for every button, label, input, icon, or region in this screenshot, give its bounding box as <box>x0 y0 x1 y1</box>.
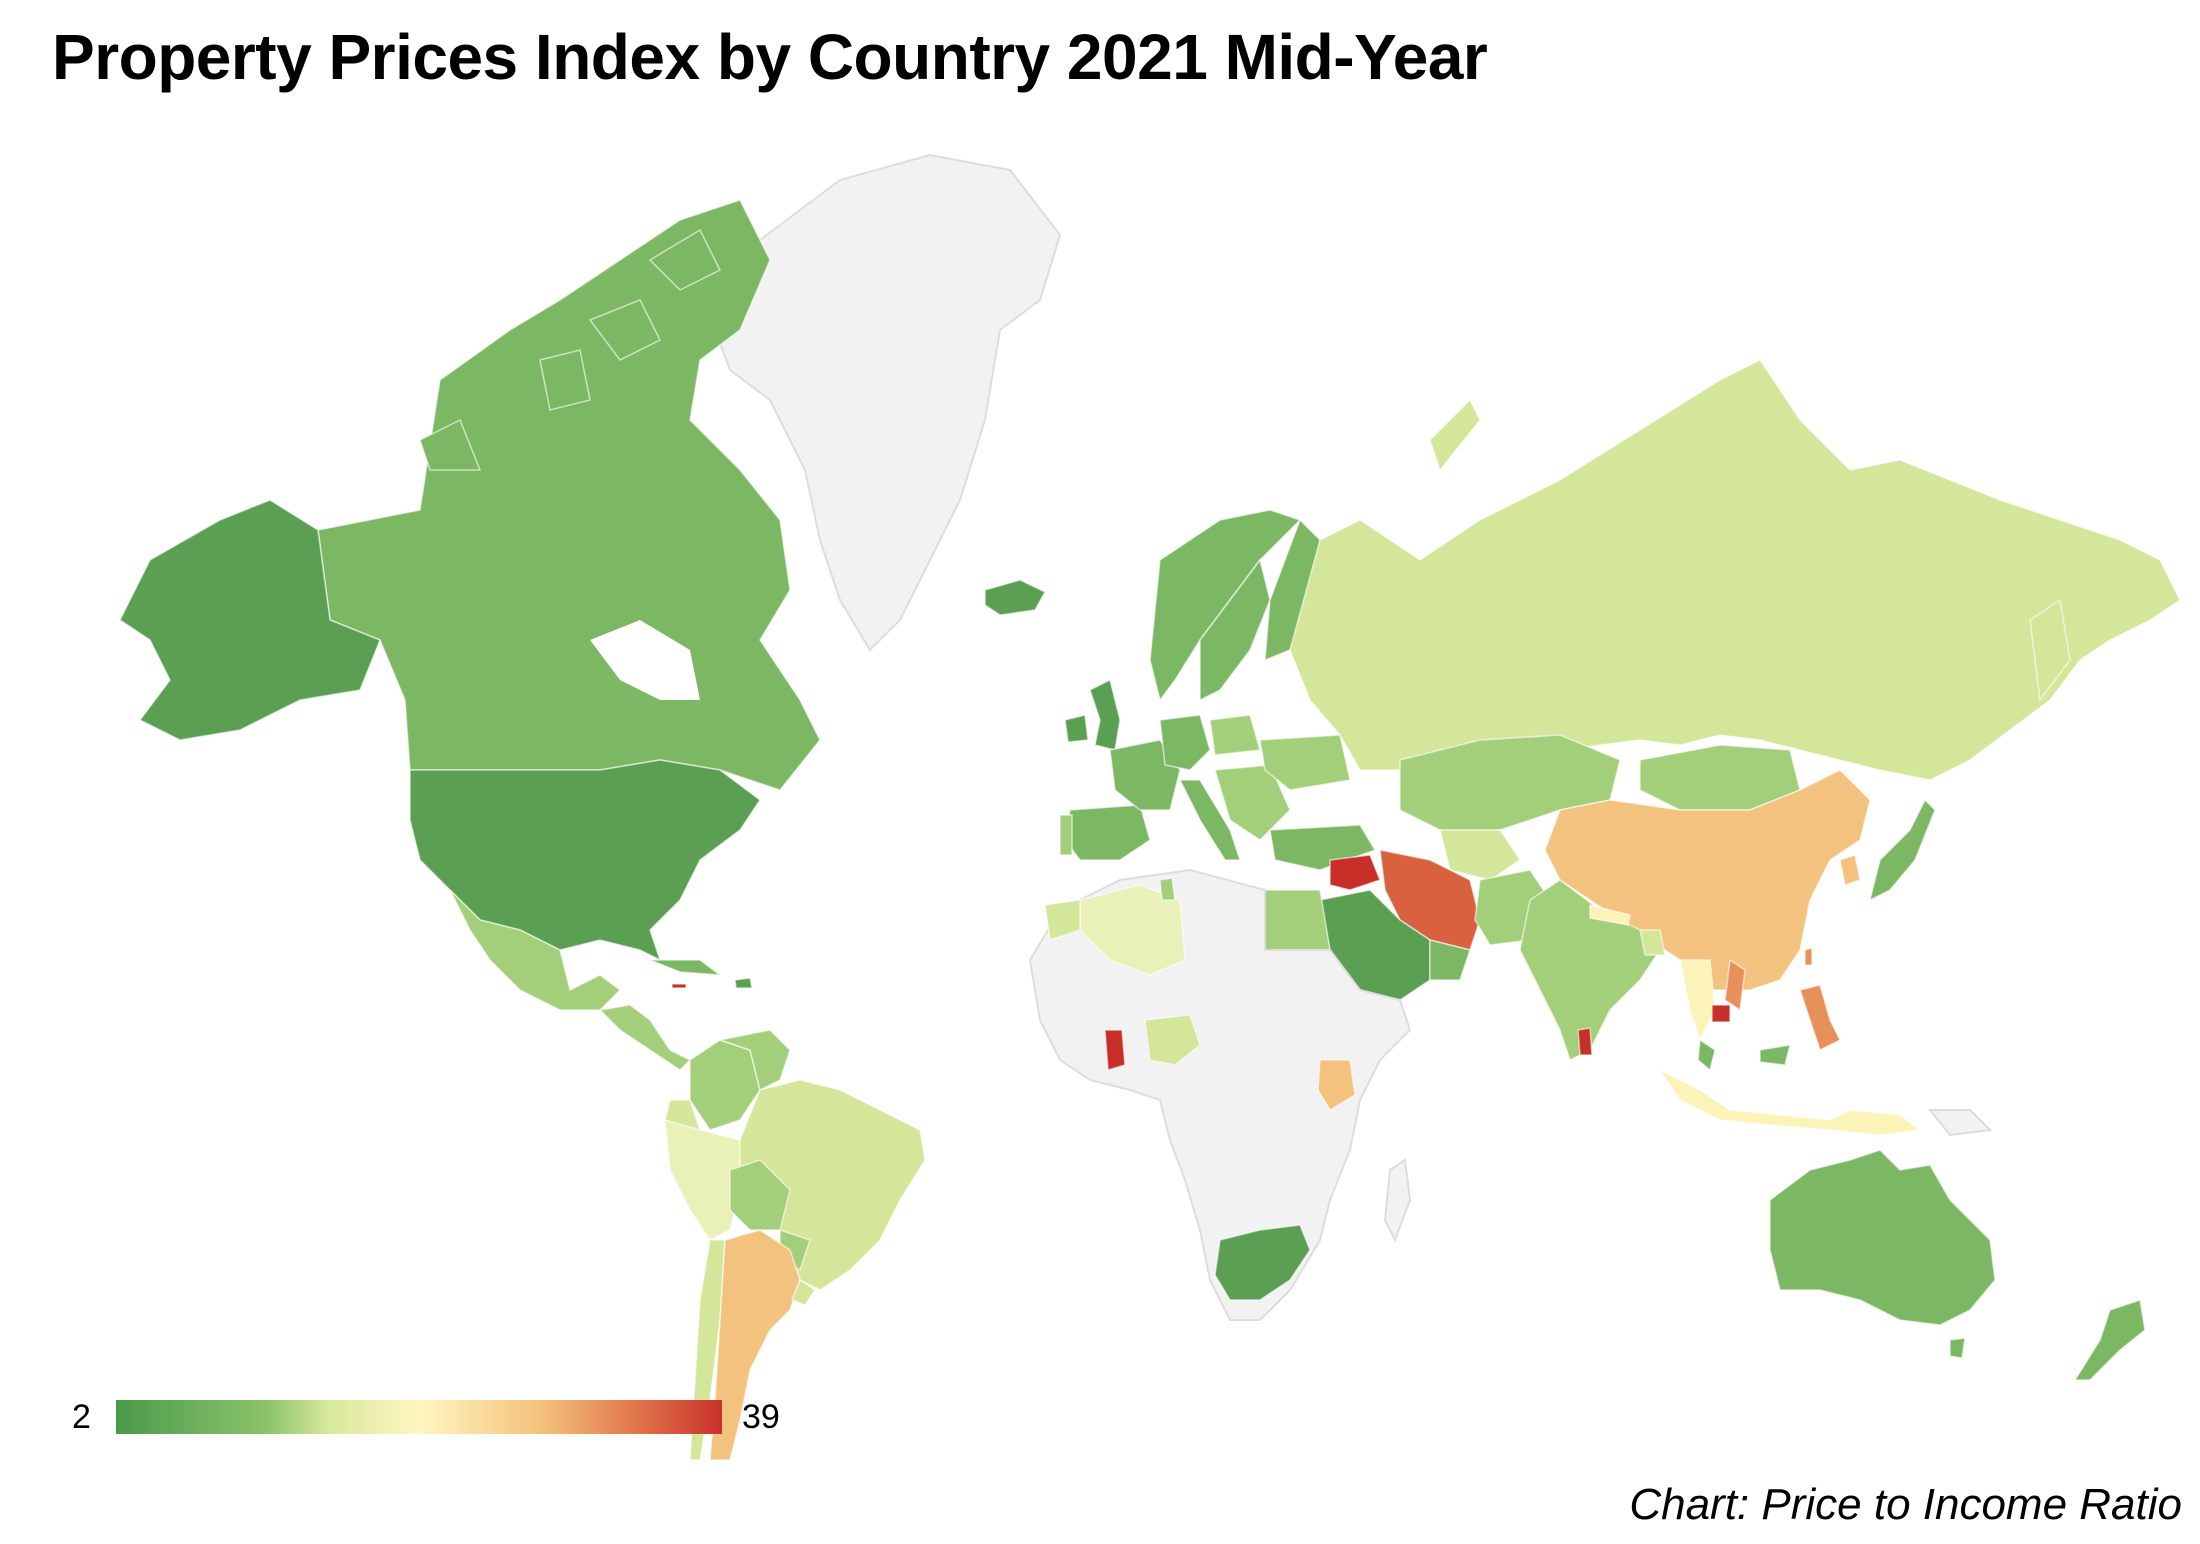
country-germany[interactable] <box>1159 714 1211 771</box>
country-kenya[interactable] <box>1317 1059 1356 1112</box>
country-philippines[interactable] <box>1799 984 1842 1052</box>
country-syria-iraq[interactable] <box>1329 854 1381 891</box>
country-balkans[interactable] <box>1214 764 1291 841</box>
region-novaya-zemlya <box>1429 398 1481 472</box>
country-venezuela[interactable] <box>717 1029 791 1092</box>
country-tunisia[interactable] <box>1159 877 1176 901</box>
country-egypt[interactable] <box>1264 889 1331 951</box>
country-australia[interactable] <box>1769 1149 1996 1326</box>
country-peru[interactable] <box>664 1118 741 1241</box>
country-nepal[interactable] <box>1589 904 1631 926</box>
country-usa[interactable] <box>409 759 762 962</box>
country-canada[interactable] <box>317 199 821 791</box>
country-greenland[interactable] <box>713 153 1062 652</box>
chart-caption: Chart: Price to Income Ratio <box>1629 1480 2182 1529</box>
country-italy[interactable] <box>1178 779 1242 861</box>
country-south-korea[interactable] <box>1839 854 1861 886</box>
country-bangladesh[interactable] <box>1639 929 1666 956</box>
country-indonesia[interactable] <box>1657 1068 1922 1136</box>
country-china[interactable] <box>1544 769 1871 991</box>
chart-title: Property Prices Index by Country 2021 Mi… <box>52 21 1488 93</box>
country-nigeria[interactable] <box>1144 1014 1201 1066</box>
country-taiwan[interactable] <box>1804 947 1813 966</box>
country-cambodia[interactable] <box>1711 1004 1731 1023</box>
country-morocco[interactable] <box>1044 899 1081 941</box>
country-vietnam[interactable] <box>1724 958 1746 1012</box>
region-tasmania <box>1949 1337 1966 1359</box>
country-ireland[interactable] <box>1064 714 1089 743</box>
country-papua[interactable] <box>1927 1109 1993 1137</box>
legend-color-scale <box>116 1400 722 1434</box>
country-sri-lanka[interactable] <box>1577 1027 1593 1056</box>
country-russia[interactable] <box>1289 359 2181 781</box>
country-uae[interactable] <box>1429 939 1471 981</box>
country-mexico[interactable] <box>449 889 622 1011</box>
region-kamchatka <box>2029 598 2071 702</box>
country-ukraine[interactable] <box>1259 734 1351 791</box>
country-madagascar[interactable] <box>1383 1158 1412 1243</box>
continent-africa <box>1028 868 1412 1321</box>
region-central-asia[interactable] <box>1439 829 1522 881</box>
country-uruguay[interactable] <box>791 1278 817 1306</box>
country-south-africa[interactable] <box>1214 1224 1311 1301</box>
region-alaska[interactable] <box>119 499 381 741</box>
country-poland[interactable] <box>1209 714 1261 756</box>
country-japan[interactable] <box>1868 798 1936 902</box>
country-dominican-republic[interactable] <box>734 977 753 989</box>
country-jamaica[interactable] <box>671 983 687 989</box>
country-cuba[interactable] <box>649 959 723 976</box>
country-algeria[interactable] <box>1079 884 1186 976</box>
canada-arctic-islands <box>419 228 722 471</box>
country-thailand[interactable] <box>1679 959 1716 1042</box>
country-uk[interactable] <box>1089 678 1121 751</box>
country-spain[interactable] <box>1064 804 1151 861</box>
hudson-bay <box>590 620 700 700</box>
country-iceland[interactable] <box>984 579 1047 616</box>
legend-max-label: 39 <box>742 1398 780 1436</box>
country-malaysia[interactable] <box>1697 1038 1792 1072</box>
legend-min-label: 2 <box>72 1398 91 1436</box>
country-sweden[interactable] <box>1199 558 1271 702</box>
country-france[interactable] <box>1109 739 1181 811</box>
country-portugal[interactable] <box>1059 814 1073 856</box>
country-new-zealand[interactable] <box>2073 1299 2146 1381</box>
region-central-america[interactable] <box>598 1004 692 1071</box>
country-ghana[interactable] <box>1104 1029 1126 1071</box>
